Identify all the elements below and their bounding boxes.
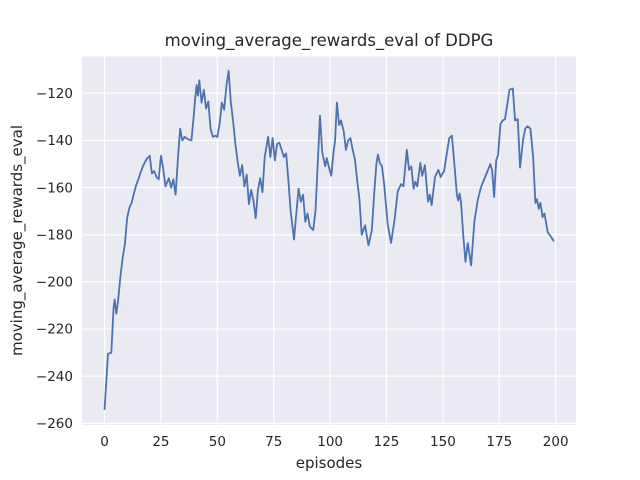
y-tick-label: −120 xyxy=(36,86,73,102)
chart-title: moving_average_rewards_eval of DDPG xyxy=(165,31,494,51)
y-tick-label: −180 xyxy=(36,227,73,243)
y-tick-label: −260 xyxy=(36,416,73,432)
x-tick-label: 150 xyxy=(430,434,456,450)
x-tick-label: 100 xyxy=(317,434,343,450)
x-tick-label: 125 xyxy=(374,434,400,450)
x-tick-label: 75 xyxy=(265,434,282,450)
x-tick-label: 50 xyxy=(209,434,226,450)
y-tick-label: −220 xyxy=(36,322,73,338)
x-tick-label: 200 xyxy=(543,434,569,450)
plot-area xyxy=(82,56,576,425)
y-tick-label: −160 xyxy=(36,180,73,196)
y-tick-label: −140 xyxy=(36,133,73,149)
gridlines xyxy=(82,56,576,425)
y-tick-label: −200 xyxy=(36,275,73,291)
y-axis-label: moving_average_rewards_eval xyxy=(8,125,27,356)
x-axis-label: episodes xyxy=(296,454,363,472)
line-series xyxy=(103,69,555,411)
x-tick-label: 175 xyxy=(486,434,512,450)
x-tick-label: 0 xyxy=(100,434,109,450)
x-tick-label: 25 xyxy=(152,434,169,450)
y-tick-labels: −120 −140 −160 −180 −200 −220 −240 −260 xyxy=(36,86,73,432)
y-tick-label: −240 xyxy=(36,369,73,385)
x-tick-labels: 0 25 50 75 100 125 150 175 200 xyxy=(100,434,568,450)
